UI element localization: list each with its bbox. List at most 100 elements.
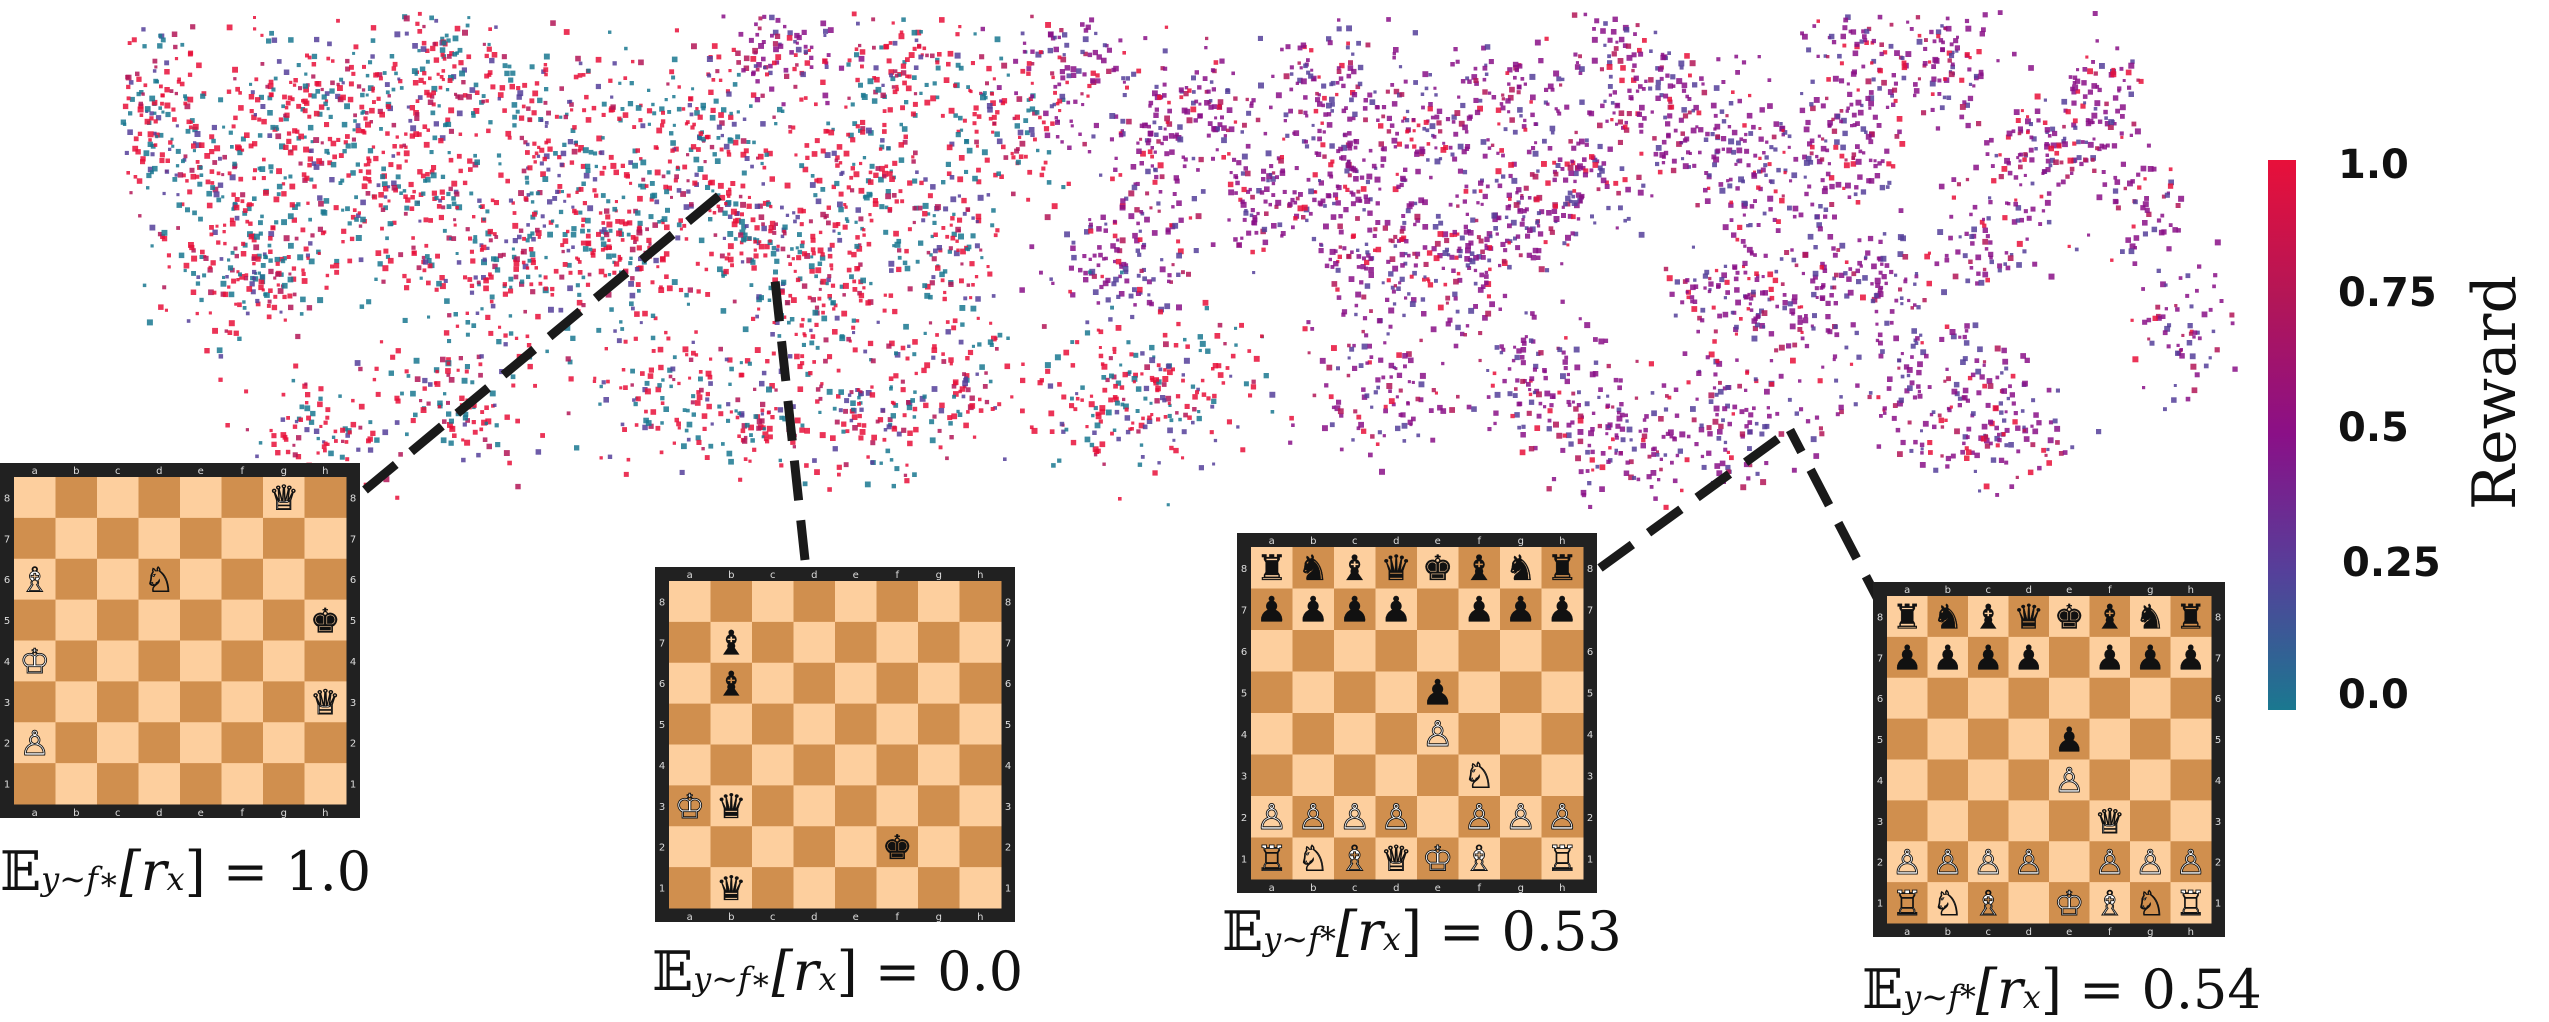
embedding-point — [1599, 67, 1604, 72]
embedding-point — [1320, 121, 1324, 125]
embedding-point — [1597, 143, 1603, 150]
embedding-point — [1236, 242, 1242, 248]
embedding-point — [1240, 201, 1247, 208]
embedding-point — [1515, 191, 1519, 195]
embedding-point — [282, 94, 287, 100]
embedding-point — [1466, 115, 1472, 121]
embedding-point — [1825, 148, 1830, 153]
embedding-point — [1735, 270, 1740, 275]
embedding-point — [1154, 84, 1159, 89]
embedding-point — [1445, 295, 1451, 301]
embedding-point — [211, 138, 216, 144]
embedding-point — [1415, 168, 1421, 175]
embedding-point — [1047, 47, 1053, 54]
embedding-point — [2091, 112, 2098, 119]
embedding-point — [138, 214, 142, 218]
embedding-point — [216, 197, 222, 203]
embedding-point — [1080, 92, 1084, 96]
embedding-point — [1076, 68, 1082, 74]
embedding-point — [2129, 133, 2133, 137]
embedding-point — [803, 333, 807, 338]
embedding-point — [1627, 88, 1632, 93]
embedding-point — [429, 15, 434, 21]
embedding-point — [1733, 276, 1739, 282]
embedding-point — [1831, 40, 1837, 45]
embedding-point — [1606, 363, 1611, 369]
embedding-point — [1835, 412, 1840, 417]
embedding-point — [227, 330, 233, 335]
embedding-point — [1363, 98, 1368, 103]
embedding-point — [502, 63, 508, 69]
embedding-point — [795, 277, 801, 283]
embedding-point — [252, 176, 256, 181]
embedding-point — [1176, 200, 1182, 206]
embedding-point — [1514, 67, 1519, 73]
embedding-point — [1715, 148, 1721, 154]
embedding-point — [787, 320, 791, 325]
embedding-point — [1686, 150, 1691, 155]
embedding-point — [577, 292, 582, 297]
embedding-point — [1106, 47, 1112, 53]
embedding-point — [466, 93, 472, 100]
embedding-point — [2093, 107, 2098, 111]
embedding-point — [1367, 227, 1373, 233]
embedding-point — [150, 143, 154, 147]
embedding-point — [1712, 386, 1717, 390]
embedding-point — [1997, 10, 2003, 15]
embedding-point — [122, 122, 127, 126]
embedding-point — [427, 263, 433, 269]
embedding-point — [514, 256, 520, 262]
embedding-point — [581, 73, 586, 77]
embedding-point — [756, 241, 761, 246]
embedding-point — [1520, 194, 1524, 198]
embedding-point — [359, 104, 365, 110]
embedding-point — [1245, 170, 1251, 177]
embedding-point — [598, 268, 605, 275]
embedding-point — [1851, 152, 1857, 157]
embedding-point — [206, 190, 212, 197]
embedding-point — [499, 85, 506, 91]
embedding-point — [1084, 229, 1090, 235]
embedding-point — [1217, 122, 1223, 128]
embedding-point — [907, 227, 912, 232]
embedding-point — [1249, 103, 1254, 108]
embedding-point — [467, 277, 473, 282]
embedding-point — [1443, 145, 1449, 150]
embedding-point — [1062, 32, 1068, 38]
embedding-point — [1121, 261, 1127, 267]
embedding-point — [1512, 129, 1518, 135]
embedding-point — [930, 184, 936, 190]
embedding-point — [1301, 215, 1306, 220]
embedding-point — [847, 58, 852, 63]
embedding-point — [1240, 199, 1245, 204]
embedding-point — [370, 54, 375, 59]
embedding-point — [820, 382, 824, 386]
embedding-point — [1971, 226, 1977, 233]
embedding-point — [1549, 403, 1554, 408]
embedding-point — [370, 25, 377, 31]
embedding-point — [1368, 267, 1374, 273]
embedding-point — [1312, 172, 1318, 178]
embedding-point — [1530, 94, 1536, 101]
embedding-point — [1087, 83, 1092, 89]
embedding-point — [1508, 162, 1514, 168]
embedding-point — [1372, 233, 1377, 238]
embedding-point — [776, 244, 780, 248]
embedding-point — [1682, 113, 1689, 119]
embedding-point — [752, 47, 758, 54]
embedding-point — [1893, 98, 1898, 103]
embedding-point — [708, 89, 714, 95]
embedding-point — [1568, 139, 1573, 144]
embedding-point — [1109, 113, 1116, 119]
embedding-point — [1962, 253, 1968, 259]
embedding-point — [1226, 128, 1230, 133]
embedding-point — [2043, 98, 2047, 102]
embedding-point — [830, 300, 836, 306]
embedding-point — [1756, 185, 1761, 190]
embedding-point — [1495, 168, 1502, 175]
embedding-point — [308, 217, 312, 222]
embedding-point — [345, 143, 351, 149]
embedding-point — [1832, 276, 1836, 281]
embedding-point — [860, 277, 866, 284]
embedding-point — [888, 69, 894, 75]
